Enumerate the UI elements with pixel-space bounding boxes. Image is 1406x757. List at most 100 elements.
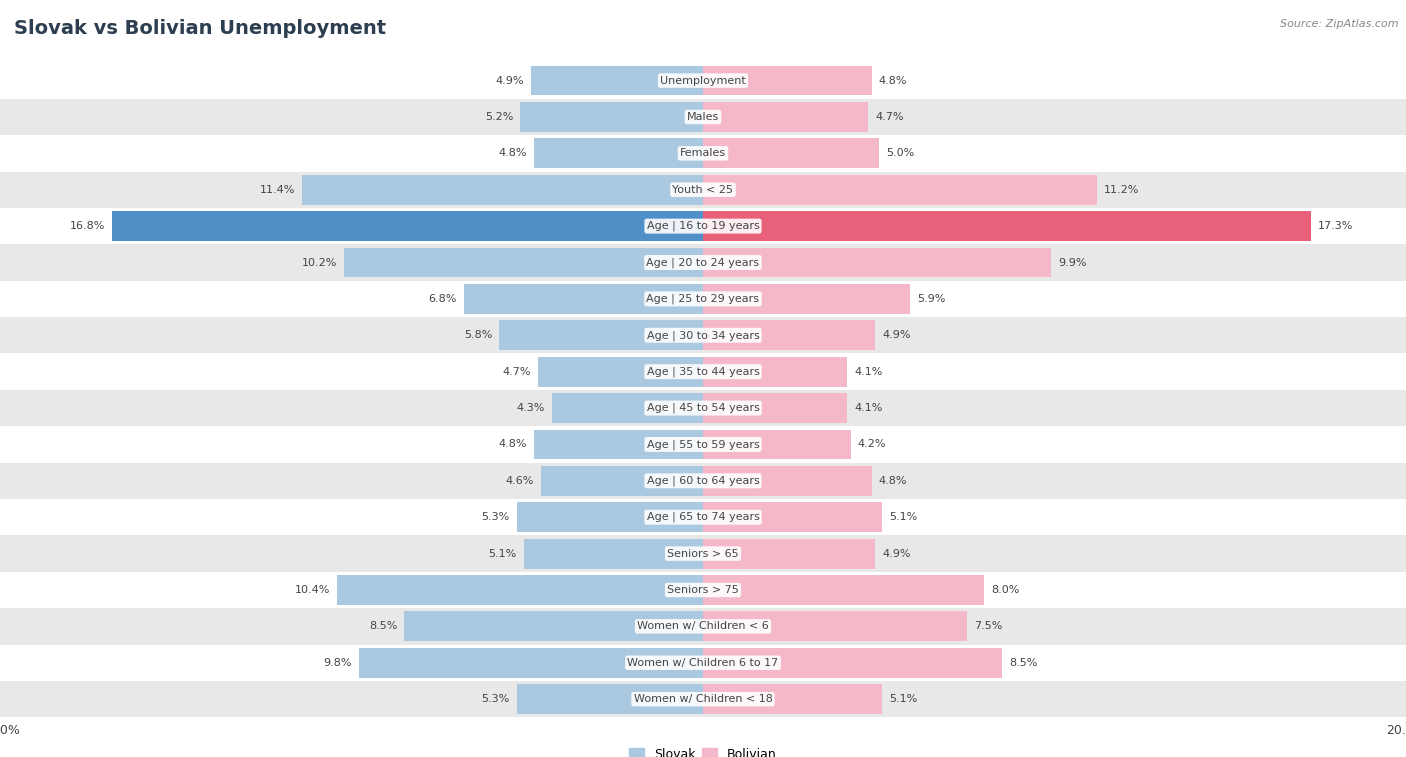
- Bar: [551, 393, 703, 423]
- Text: 11.2%: 11.2%: [1104, 185, 1139, 195]
- Bar: [337, 575, 703, 605]
- Bar: [524, 539, 703, 569]
- Bar: [0, 572, 1406, 608]
- Text: 10.4%: 10.4%: [295, 585, 330, 595]
- Bar: [703, 139, 879, 168]
- Bar: [703, 575, 984, 605]
- Bar: [0, 644, 1406, 681]
- Bar: [344, 248, 703, 277]
- Text: Youth < 25: Youth < 25: [672, 185, 734, 195]
- Bar: [359, 648, 703, 678]
- Bar: [0, 426, 1406, 463]
- Text: 5.2%: 5.2%: [485, 112, 513, 122]
- Text: Age | 30 to 34 years: Age | 30 to 34 years: [647, 330, 759, 341]
- Text: Source: ZipAtlas.com: Source: ZipAtlas.com: [1281, 19, 1399, 29]
- Bar: [703, 357, 846, 387]
- Bar: [703, 102, 869, 132]
- Bar: [703, 175, 1097, 204]
- Bar: [520, 102, 703, 132]
- Bar: [302, 175, 703, 204]
- Text: 9.9%: 9.9%: [1057, 257, 1087, 267]
- Text: Seniors > 75: Seniors > 75: [666, 585, 740, 595]
- Bar: [0, 608, 1406, 644]
- Text: Age | 45 to 54 years: Age | 45 to 54 years: [647, 403, 759, 413]
- Text: 4.8%: 4.8%: [879, 476, 907, 486]
- Bar: [537, 357, 703, 387]
- Bar: [112, 211, 703, 241]
- Text: 4.7%: 4.7%: [502, 366, 531, 377]
- Text: 4.8%: 4.8%: [499, 148, 527, 158]
- Text: 4.9%: 4.9%: [495, 76, 524, 86]
- Bar: [0, 208, 1406, 245]
- Bar: [0, 317, 1406, 354]
- Text: Women w/ Children < 18: Women w/ Children < 18: [634, 694, 772, 704]
- Text: Women w/ Children < 6: Women w/ Children < 6: [637, 621, 769, 631]
- Text: 4.9%: 4.9%: [883, 330, 911, 341]
- Bar: [703, 211, 1312, 241]
- Text: Unemployment: Unemployment: [661, 76, 745, 86]
- Text: 9.8%: 9.8%: [323, 658, 352, 668]
- Text: 5.1%: 5.1%: [889, 694, 918, 704]
- Text: Males: Males: [688, 112, 718, 122]
- Bar: [517, 684, 703, 714]
- Text: 5.9%: 5.9%: [917, 294, 946, 304]
- Bar: [0, 172, 1406, 208]
- Bar: [0, 463, 1406, 499]
- Bar: [703, 320, 875, 350]
- Bar: [0, 681, 1406, 718]
- Bar: [703, 612, 967, 641]
- Bar: [541, 466, 703, 496]
- Text: 5.1%: 5.1%: [488, 549, 517, 559]
- Bar: [499, 320, 703, 350]
- Text: Age | 16 to 19 years: Age | 16 to 19 years: [647, 221, 759, 232]
- Bar: [0, 499, 1406, 535]
- Text: 4.3%: 4.3%: [516, 403, 546, 413]
- Text: Age | 20 to 24 years: Age | 20 to 24 years: [647, 257, 759, 268]
- Bar: [0, 245, 1406, 281]
- Text: 5.8%: 5.8%: [464, 330, 492, 341]
- Text: Age | 25 to 29 years: Age | 25 to 29 years: [647, 294, 759, 304]
- Text: Slovak vs Bolivian Unemployment: Slovak vs Bolivian Unemployment: [14, 19, 387, 38]
- Text: 4.8%: 4.8%: [879, 76, 907, 86]
- Bar: [534, 429, 703, 459]
- Bar: [703, 503, 883, 532]
- Text: 4.2%: 4.2%: [858, 439, 886, 450]
- Text: 5.3%: 5.3%: [481, 512, 510, 522]
- Bar: [703, 466, 872, 496]
- Text: 11.4%: 11.4%: [260, 185, 295, 195]
- Text: Age | 65 to 74 years: Age | 65 to 74 years: [647, 512, 759, 522]
- Bar: [703, 684, 883, 714]
- Bar: [0, 390, 1406, 426]
- Text: 4.1%: 4.1%: [855, 403, 883, 413]
- Text: 6.8%: 6.8%: [429, 294, 457, 304]
- Bar: [703, 284, 911, 314]
- Text: 8.5%: 8.5%: [1010, 658, 1038, 668]
- Bar: [405, 612, 703, 641]
- Text: 8.5%: 8.5%: [368, 621, 398, 631]
- Text: 5.0%: 5.0%: [886, 148, 914, 158]
- Bar: [703, 429, 851, 459]
- Text: Age | 60 to 64 years: Age | 60 to 64 years: [647, 475, 759, 486]
- Legend: Slovak, Bolivian: Slovak, Bolivian: [624, 743, 782, 757]
- Text: 8.0%: 8.0%: [991, 585, 1019, 595]
- Text: 4.1%: 4.1%: [855, 366, 883, 377]
- Bar: [0, 62, 1406, 98]
- Bar: [0, 354, 1406, 390]
- Bar: [0, 136, 1406, 172]
- Text: 5.1%: 5.1%: [889, 512, 918, 522]
- Text: Seniors > 65: Seniors > 65: [668, 549, 738, 559]
- Bar: [703, 393, 846, 423]
- Text: 5.3%: 5.3%: [481, 694, 510, 704]
- Text: 4.7%: 4.7%: [875, 112, 904, 122]
- Bar: [517, 503, 703, 532]
- Text: 4.8%: 4.8%: [499, 439, 527, 450]
- Text: 7.5%: 7.5%: [973, 621, 1002, 631]
- Bar: [703, 648, 1001, 678]
- Bar: [464, 284, 703, 314]
- Bar: [0, 535, 1406, 572]
- Bar: [531, 66, 703, 95]
- Text: 17.3%: 17.3%: [1319, 221, 1354, 231]
- Text: 4.6%: 4.6%: [506, 476, 534, 486]
- Bar: [0, 98, 1406, 136]
- Text: Females: Females: [681, 148, 725, 158]
